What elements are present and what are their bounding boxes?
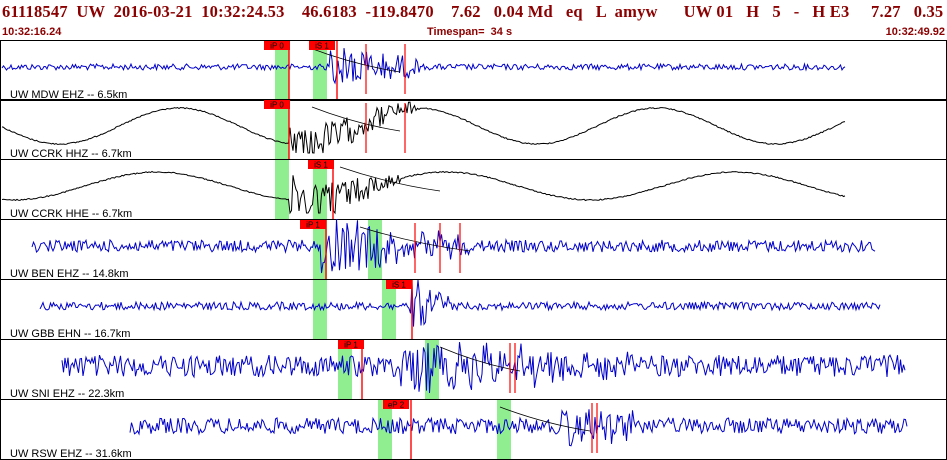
moveout-curve-1 [309,47,401,73]
pick-flag-1-1[interactable] [264,41,290,50]
moveout-curve-7 [499,406,591,432]
pick-label-2-1: iP 0 [270,101,284,110]
channel-panel-6[interactable] [0,339,947,400]
channel-panel-7[interactable] [0,399,947,460]
pick-flag-3-1[interactable] [308,160,334,169]
event-summary-line: 61118547 UW 2016-03-21 10:32:24.53 46.61… [2,2,944,21]
moveout-curve-3 [339,166,441,192]
pick-flag-7-1[interactable] [383,400,409,409]
channel-panel-2[interactable] [0,99,947,160]
waveform-trace-6 [61,342,906,394]
pick-flag-4-1[interactable] [300,220,326,229]
channel-label-1: UW MDW EHZ -- 6.5km [10,89,127,101]
pick-window-3-2 [313,160,327,219]
waveform-trace-3 [1,170,846,215]
channel-panel-1[interactable] [0,40,947,101]
pick-label-7-1: eP 2 [388,401,405,410]
channel-label-7: UW RSW EHZ -- 31.6km [10,448,132,460]
pick-label-1-1: iP 0 [270,42,284,51]
pick-window-2-1 [275,100,289,159]
pick-flag-1-2[interactable] [309,41,335,50]
channel-panel-3[interactable] [0,159,947,220]
timespan-readout: Timespan= 34 s [427,26,513,38]
pick-label-6-1: iP 1 [344,341,358,350]
pick-window-5-2 [382,280,396,339]
pick-flag-5-1[interactable] [386,280,412,289]
waveform-trace-2 [1,101,846,154]
start-time: 10:32:16.24 [2,26,62,38]
pick-window-6-1 [338,340,352,399]
channel-label-5: UW GBB EHN -- 16.7km [10,328,130,340]
pick-label-1-2: iS 1 [315,42,329,51]
channel-label-4: UW BEN EHZ -- 14.8km [10,268,129,280]
waveform-trace-7 [129,409,908,447]
pick-label-4-1: iP 1 [306,221,320,230]
pick-window-1-2 [313,41,327,100]
pick-flag-2-1[interactable] [264,100,290,109]
pick-window-1-1 [275,41,289,100]
end-time: 10:32:49.92 [885,26,945,38]
channel-panel-5[interactable] [0,279,947,340]
waveform-trace-1 [1,48,846,85]
pick-flag-6-1[interactable] [338,340,364,349]
pick-window-3-1 [275,160,289,219]
channel-label-6: UW SNI EHZ -- 22.3km [10,388,124,400]
pick-label-5-1: iS 1 [392,281,406,290]
moveout-curve-2 [311,106,401,132]
pick-label-3-1: iS 1 [314,161,328,170]
moveout-curve-6 [439,346,521,372]
waveform-trace-5 [39,280,881,327]
channel-label-2: UW CCRK HHZ -- 6.7km [10,148,132,160]
waveform-trace-4 [31,218,876,274]
channel-label-3: UW CCRK HHE -- 6.7km [10,208,132,220]
event-header: 61118547 UW 2016-03-21 10:32:24.53 46.61… [0,0,947,40]
pick-window-7-1 [378,400,392,459]
